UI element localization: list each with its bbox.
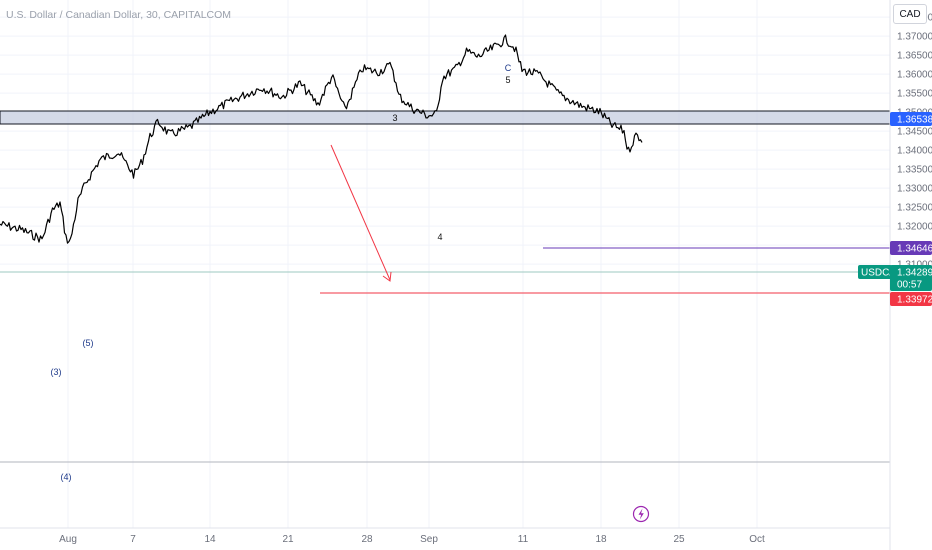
y-tick-label: 1.36500 [897, 51, 932, 62]
y-tick-label: 1.33000 [897, 184, 932, 195]
y-tick-label: 1.37000 [897, 32, 932, 43]
red-level-price-value: 1.33972 [897, 295, 932, 306]
x-tick-label: 7 [130, 534, 136, 545]
purple-level-price-value: 1.34646 [897, 244, 932, 255]
wave-label: (4) [61, 472, 72, 482]
x-tick-label: 11 [518, 534, 529, 545]
wave-label: 5 [505, 75, 510, 85]
lightning-icon[interactable] [632, 505, 650, 523]
symbol-price-tag[interactable]: USDCAD 1.34289 00:57 [858, 265, 932, 291]
wave-label: 4 [437, 232, 442, 242]
y-tick-label: 1.33500 [897, 165, 932, 176]
symbol-name: USDCAD [861, 268, 903, 279]
y-tick-label: 1.32000 [897, 222, 932, 233]
y-tick-label: 1.32500 [897, 203, 932, 214]
resistance-zone[interactable] [0, 110, 891, 125]
y-tick-label: 1.34000 [897, 146, 932, 157]
x-tick-label: Oct [749, 534, 765, 545]
y-tick-label: 1.35500 [897, 89, 932, 100]
x-tick-label: Aug [59, 534, 77, 545]
countdown-timer: 00:57 [897, 280, 922, 291]
wave-label: (3) [51, 367, 62, 377]
x-tick-label: 25 [673, 534, 685, 545]
y-tick-label: 1.34500 [897, 127, 932, 138]
wave-label: 3 [392, 113, 397, 123]
y-tick-label: 1.36000 [897, 70, 932, 81]
x-tick-label: 28 [361, 534, 373, 545]
resistance-price-value: 1.36538 [897, 115, 932, 126]
resistance-price-tag: 1.36538 [890, 112, 932, 126]
red-level-price-tag: 1.33972 [890, 292, 932, 306]
trend-arrow-head [382, 271, 392, 282]
symbol-price-value: 1.34289 [897, 268, 932, 279]
x-tick-label: 18 [595, 534, 607, 545]
chart-title: U.S. Dollar / Canadian Dollar, 30, CAPIT… [6, 9, 231, 21]
purple-level-price-tag: 1.34646 [890, 241, 932, 255]
x-tick-label: Sep [420, 534, 438, 545]
wave-label: (5) [83, 338, 94, 348]
price-series [0, 34, 643, 244]
currency-button[interactable]: CAD [893, 4, 927, 24]
trend-arrow[interactable] [330, 144, 391, 281]
wave-label: C [505, 63, 512, 73]
time-axis[interactable]: Aug 7 14 21 28 Sep 11 18 25 Oct [59, 534, 765, 545]
x-tick-label: 21 [282, 534, 294, 545]
x-tick-label: 14 [204, 534, 216, 545]
